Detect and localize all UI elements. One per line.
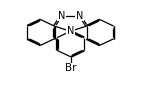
Text: Br: Br [65, 63, 76, 73]
Text: N: N [58, 11, 65, 21]
Text: N: N [76, 11, 83, 21]
Text: N: N [67, 26, 74, 36]
